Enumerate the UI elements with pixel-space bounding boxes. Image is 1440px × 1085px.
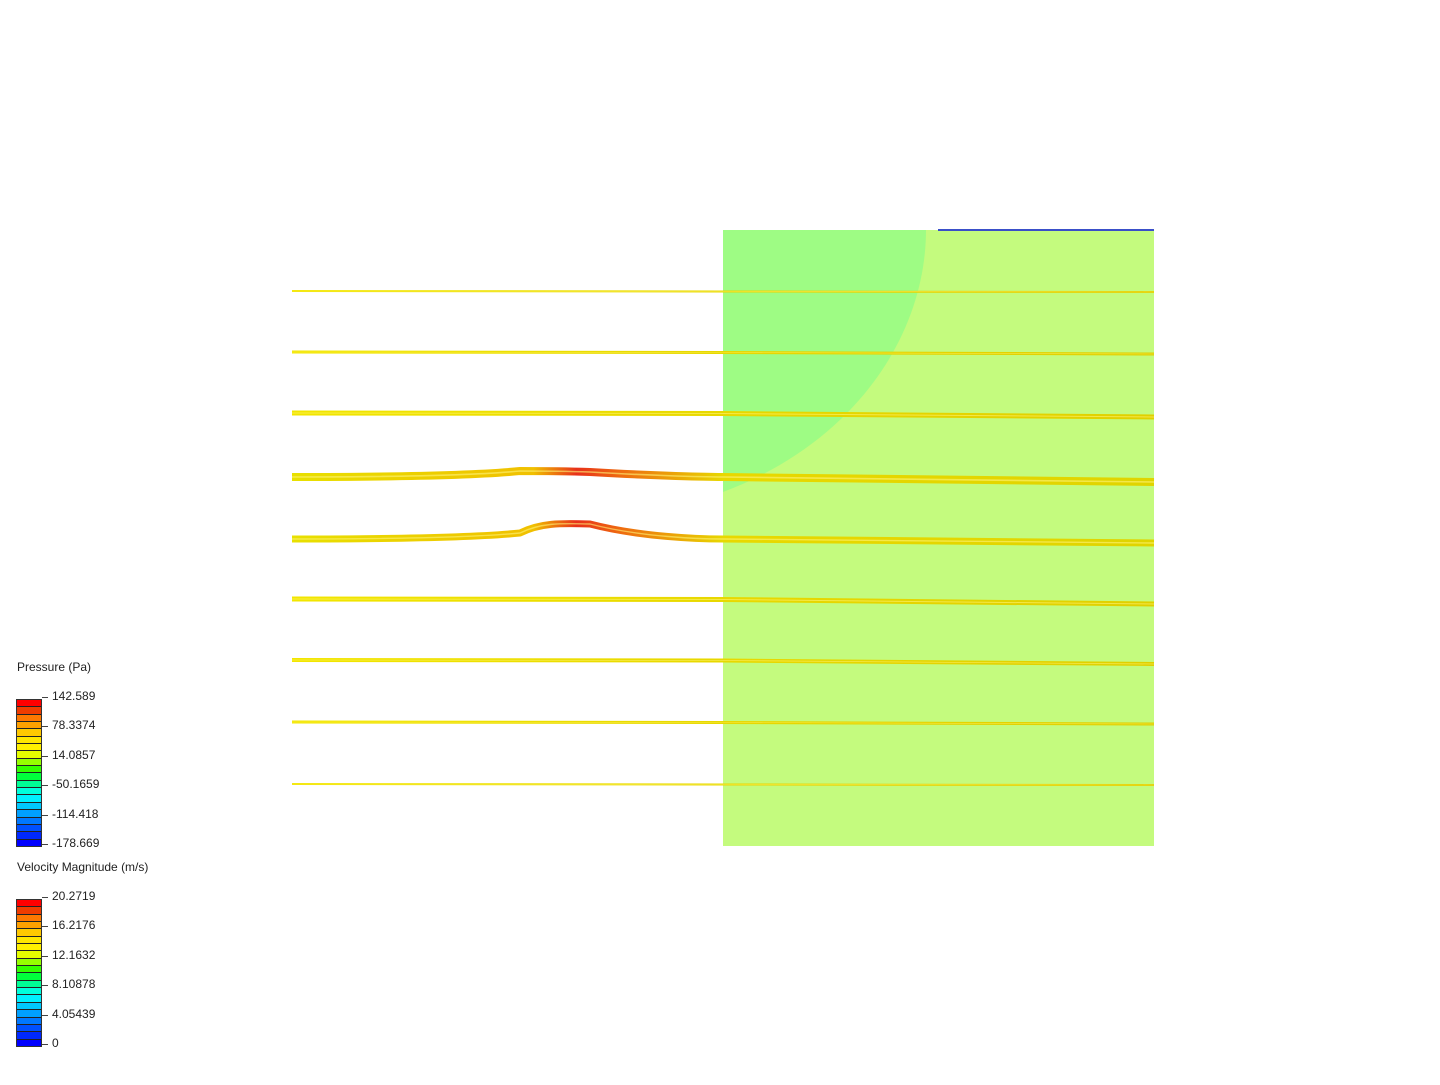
tick-label: 0: [52, 1036, 59, 1050]
color-band: [17, 817, 41, 825]
tick-mark: [42, 697, 48, 698]
tick-label: 78.3374: [52, 718, 96, 733]
color-band: [17, 900, 41, 908]
color-band: [17, 907, 41, 915]
tick-mark: [42, 1014, 48, 1016]
color-band: [17, 766, 41, 774]
tick-mark: [42, 897, 48, 898]
tick-mark: [42, 926, 48, 928]
color-band: [17, 722, 41, 730]
color-band: [17, 914, 41, 923]
color-band: [17, 780, 41, 789]
tick-label: 16.2176: [52, 918, 96, 933]
color-band: [17, 795, 41, 803]
tick-mark: [42, 726, 48, 728]
color-band: [17, 729, 41, 737]
color-band: [17, 966, 41, 974]
color-band: [17, 1010, 41, 1018]
tick-label: -178.669: [52, 836, 100, 850]
color-band: [17, 832, 41, 840]
tick-label: 14.0857: [52, 747, 96, 762]
tick-mark: [42, 755, 48, 757]
streamline-highlight: [291, 522, 1155, 544]
color-band: [17, 707, 41, 715]
color-band: [17, 944, 41, 952]
color-band: [17, 936, 41, 945]
color-band: [17, 1039, 41, 1046]
pressure-color-bar: [16, 699, 42, 847]
color-band: [17, 1017, 41, 1025]
tick-mark: [42, 985, 48, 987]
low-pressure-region: [723, 230, 926, 492]
color-band: [17, 1002, 41, 1011]
color-band: [17, 714, 41, 723]
tick-label: 12.1632: [52, 947, 96, 962]
tick-mark: [42, 785, 48, 787]
color-band: [17, 824, 41, 833]
tick-label: -50.1659: [52, 777, 100, 792]
streamline-highlight: [291, 470, 1155, 483]
tick-label: -114.418: [52, 806, 99, 821]
color-band: [17, 980, 41, 989]
tick-label: 142.589: [52, 689, 96, 703]
tick-label: 20.2719: [52, 889, 96, 903]
color-band: [17, 751, 41, 759]
tick-label: 8.10878: [52, 977, 96, 992]
tick-mark: [42, 1044, 48, 1045]
color-band: [17, 758, 41, 767]
color-band: [17, 922, 41, 930]
tick-mark: [42, 814, 48, 816]
color-band: [17, 973, 41, 981]
color-band: [17, 988, 41, 996]
streamlines: [291, 289, 1155, 786]
tick-mark: [42, 844, 48, 845]
streamline-highlight: [291, 412, 1155, 418]
color-band: [17, 744, 41, 752]
tick-mark: [42, 955, 48, 957]
color-band: [17, 788, 41, 796]
pressure-legend-title: Pressure (Pa): [17, 660, 92, 674]
color-band: [17, 810, 41, 818]
color-band: [17, 802, 41, 811]
tick-label: 4.05439: [52, 1006, 96, 1021]
velocity-color-bar: [16, 899, 42, 1047]
color-band: [17, 929, 41, 937]
color-band: [17, 700, 41, 708]
color-band: [17, 736, 41, 745]
color-band: [17, 773, 41, 781]
color-band: [17, 958, 41, 967]
streamline-highlight: [291, 598, 1155, 605]
velocity-legend-title: Velocity Magnitude (m/s): [17, 860, 149, 874]
color-band: [17, 995, 41, 1003]
color-band: [17, 839, 41, 846]
color-band: [17, 1032, 41, 1040]
color-band: [17, 951, 41, 959]
color-band: [17, 1024, 41, 1033]
